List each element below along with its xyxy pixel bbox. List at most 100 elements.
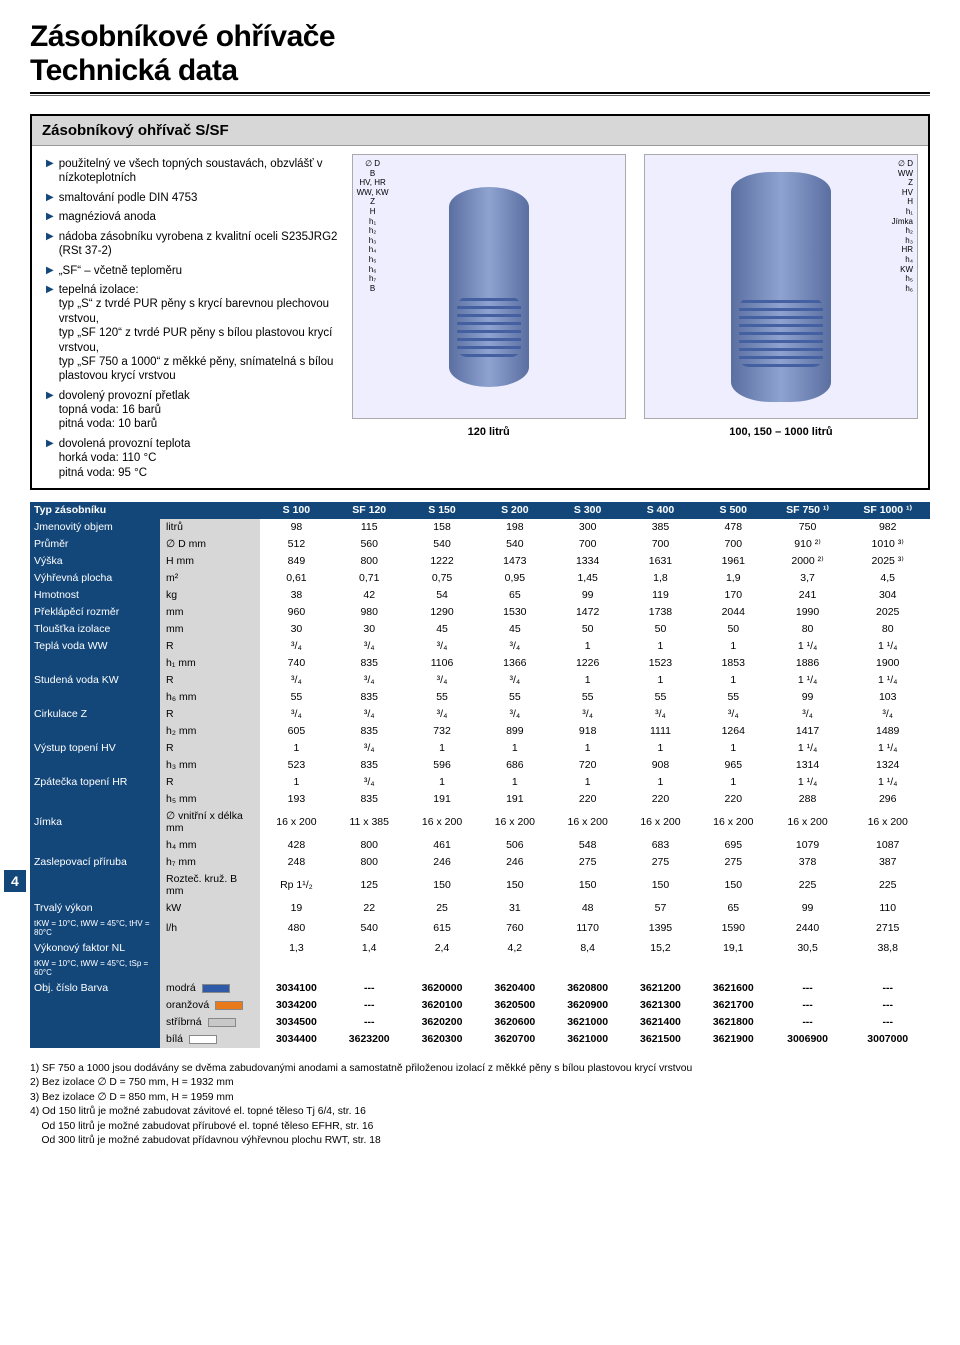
table-cell: 0,71: [333, 570, 406, 587]
table-cell: 899: [478, 723, 551, 740]
row-label: [30, 655, 160, 672]
table-cell: [624, 957, 697, 980]
row-unit: R: [160, 774, 260, 791]
table-cell: ³/₄: [478, 672, 551, 689]
section-box: Zásobníkový ohřívač S/SF použitelný ve v…: [30, 114, 930, 490]
table-cell: 2044: [697, 604, 770, 621]
table-cell: 1 ¹/₄: [770, 740, 846, 757]
row-label: Obj. číslo Barva: [30, 980, 160, 997]
table-cell: 193: [260, 791, 333, 808]
table-cell: 3,7: [770, 570, 846, 587]
table-row: tKW = 10°C, tWW = 45°C, tSp = 60°C: [30, 957, 930, 980]
row-unit: kW: [160, 900, 260, 917]
table-cell: 31: [478, 900, 551, 917]
table-cell: 119: [624, 587, 697, 604]
table-cell: 1,4: [333, 940, 406, 957]
table-cell: 1853: [697, 655, 770, 672]
row-unit: h₁ mm: [160, 655, 260, 672]
color-name: stříbrná: [160, 1014, 260, 1031]
table-cell: 1395: [624, 917, 697, 940]
row-unit: h₂ mm: [160, 723, 260, 740]
row-unit: mm: [160, 621, 260, 638]
table-cell: 150: [551, 871, 624, 900]
table-cell: 3621300: [624, 997, 697, 1014]
table-cell: 982: [845, 519, 930, 536]
table-cell: 50: [551, 621, 624, 638]
row-label: [30, 1014, 160, 1031]
table-cell: 1: [624, 638, 697, 655]
table-cell: 428: [260, 837, 333, 854]
table-cell: ---: [333, 980, 406, 997]
table-cell: 1222: [406, 553, 479, 570]
table-row: Studená voda KWR³/₄³/₄³/₄³/₄1111 ¹/₄1 ¹/…: [30, 672, 930, 689]
table-cell: 478: [697, 519, 770, 536]
table-cell: 1473: [478, 553, 551, 570]
table-cell: [406, 957, 479, 980]
table-cell: 965: [697, 757, 770, 774]
table-cell: 30: [260, 621, 333, 638]
row-label: Zaslepovací příruba: [30, 854, 160, 871]
table-cell: 150: [624, 871, 697, 900]
table-cell: ³/₄: [333, 774, 406, 791]
table-cell: 3621600: [697, 980, 770, 997]
feature-bullet: smaltování podle DIN 4753: [46, 191, 338, 206]
table-cell: 225: [845, 871, 930, 900]
table-cell: 683: [624, 837, 697, 854]
table-cell: 16 x 200: [624, 808, 697, 837]
table-cell: 50: [697, 621, 770, 638]
title-rule-thin: [30, 95, 930, 96]
table-cell: 99: [770, 900, 846, 917]
table-header: S 400: [624, 502, 697, 519]
row-label: Jímka: [30, 808, 160, 837]
table-cell: 2715: [845, 917, 930, 940]
table-cell: [551, 957, 624, 980]
table-cell: 296: [845, 791, 930, 808]
table-cell: 1: [551, 638, 624, 655]
table-header: SF 750 ¹⁾: [770, 502, 846, 519]
table-cell: 3620500: [478, 997, 551, 1014]
table-cell: 45: [406, 621, 479, 638]
table-row: tKW = 10°C, tWW = 45°C, tHV = 80°Cl/h480…: [30, 917, 930, 940]
table-cell: 605: [260, 723, 333, 740]
table-cell: 3620200: [406, 1014, 479, 1031]
row-unit: Rozteč. kruž. B mm: [160, 871, 260, 900]
table-cell: ³/₄: [406, 672, 479, 689]
table-cell: 3620900: [551, 997, 624, 1014]
table-row: Tloušťka izolacemm303045455050508080: [30, 621, 930, 638]
table-cell: ³/₄: [845, 706, 930, 723]
table-cell: 304: [845, 587, 930, 604]
table-header: SF 120: [333, 502, 406, 519]
table-cell: 3621000: [551, 1031, 624, 1048]
table-cell: 99: [551, 587, 624, 604]
table-cell: 3621500: [624, 1031, 697, 1048]
table-row: h₄ mm42880046150654868369510791087: [30, 837, 930, 854]
table-cell: 115: [333, 519, 406, 536]
table-cell: 220: [624, 791, 697, 808]
table-cell: 2025 ³⁾: [845, 553, 930, 570]
diagram-labels-left: ∅ DBHV, HRWW, KWZHh₁h₂h₃h₄h₅h₆h₇B: [357, 159, 389, 293]
table-cell: 3621400: [624, 1014, 697, 1031]
table-cell: 50: [624, 621, 697, 638]
table-cell: 3007000: [845, 1031, 930, 1048]
table-cell: 248: [260, 854, 333, 871]
table-cell: 1: [697, 740, 770, 757]
table-cell: 30: [333, 621, 406, 638]
table-cell: 16 x 200: [845, 808, 930, 837]
row-unit: l/h: [160, 917, 260, 940]
row-unit: h₃ mm: [160, 757, 260, 774]
table-cell: 1170: [551, 917, 624, 940]
table-row: Obj. číslo Barvamodrá 3034100---36200003…: [30, 980, 930, 997]
table-cell: 1: [551, 740, 624, 757]
row-label: [30, 791, 160, 808]
table-cell: 800: [333, 837, 406, 854]
color-swatch: [189, 1035, 217, 1044]
table-cell: ---: [845, 980, 930, 997]
table-row: Výstup topení HVR1³/₄111111 ¹/₄1 ¹/₄: [30, 740, 930, 757]
table-cell: 700: [697, 536, 770, 553]
row-label: tKW = 10°C, tWW = 45°C, tHV = 80°C: [30, 917, 160, 940]
table-cell: 22: [333, 900, 406, 917]
table-cell: 80: [770, 621, 846, 638]
table-cell: 1: [260, 740, 333, 757]
table-row: Hmotnostkg3842546599119170241304: [30, 587, 930, 604]
table-cell: 700: [551, 536, 624, 553]
